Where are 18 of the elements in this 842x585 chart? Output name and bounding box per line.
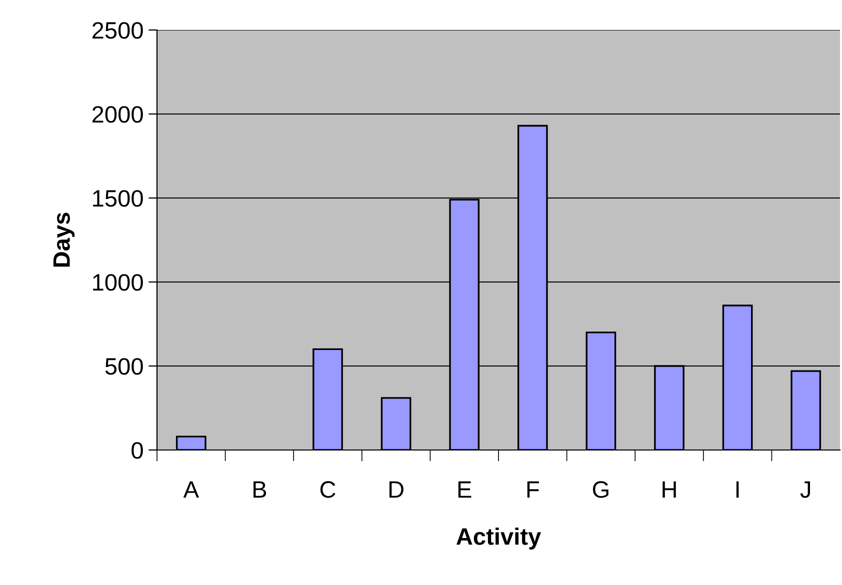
x-tick-label: E	[458, 481, 472, 498]
x-tick-label: G	[592, 481, 608, 498]
x-tick-label: I	[736, 481, 739, 498]
y-tick-label: 2500	[92, 22, 143, 39]
y-tick-label: 1000	[93, 274, 143, 291]
x-axis-title: Activity	[456, 528, 542, 550]
y-axis-title: Days	[53, 212, 75, 267]
y-tick-label: 2000	[92, 106, 143, 123]
x-tick-label: H	[662, 481, 676, 498]
x-tick-label: J	[800, 481, 810, 498]
x-tick-label: F	[527, 481, 539, 498]
y-tick-label: 1500	[93, 190, 143, 207]
x-tick-label: B	[254, 481, 266, 498]
x-tick-label: D	[389, 481, 404, 498]
x-tick-label: C	[320, 481, 336, 498]
x-tick-label: A	[183, 481, 199, 498]
y-tick-label: 500	[105, 358, 143, 375]
y-tick-label: 0	[132, 442, 143, 459]
